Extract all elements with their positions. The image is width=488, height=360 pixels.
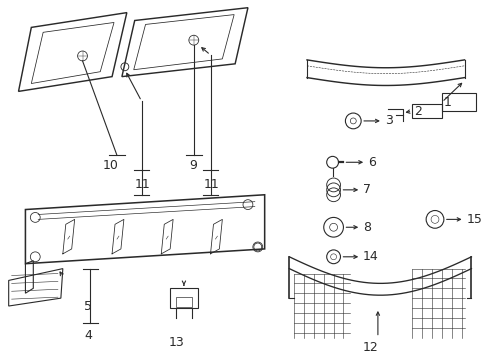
Text: 11: 11 [203, 179, 219, 192]
Bar [170, 288, 197, 308]
Text: 13: 13 [168, 336, 183, 349]
Text: 12: 12 [363, 341, 378, 354]
Text: 14: 14 [363, 250, 378, 263]
Text: 4: 4 [84, 329, 92, 342]
Text: 6: 6 [367, 156, 375, 169]
Text: 10: 10 [102, 159, 118, 172]
Text: 9: 9 [188, 159, 196, 172]
Text: 3: 3 [384, 114, 392, 127]
Bar [441, 93, 475, 111]
Text: 1: 1 [443, 96, 451, 109]
Bar [176, 297, 191, 307]
Text: 5: 5 [84, 300, 92, 312]
Text: 7: 7 [363, 183, 370, 196]
Text: 15: 15 [466, 213, 481, 226]
Text: 8: 8 [363, 221, 370, 234]
Text: 2: 2 [413, 105, 421, 118]
Text: 11: 11 [134, 179, 150, 192]
Bar [411, 104, 441, 118]
